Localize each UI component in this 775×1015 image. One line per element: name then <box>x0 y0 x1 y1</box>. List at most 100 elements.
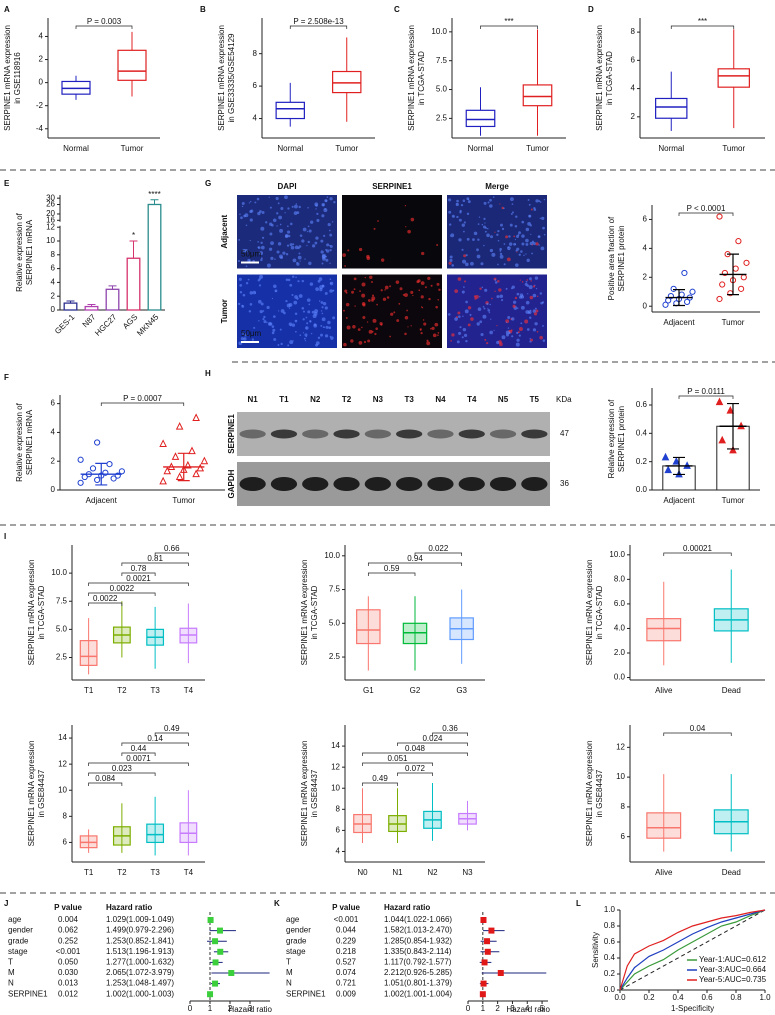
hazard-ratio: 2.065(1.072-3.979) <box>106 968 174 977</box>
legend-label: Year-5:AUC=0.735 <box>699 975 767 984</box>
micrograph-texture <box>237 302 241 306</box>
y-tick-label: 0 <box>643 301 648 310</box>
y-tick-label: 26 <box>46 200 55 209</box>
micrograph-texture <box>503 263 506 266</box>
micrograph-texture <box>332 316 336 320</box>
hazard-marker <box>497 970 504 976</box>
micrograph-texture <box>376 303 378 306</box>
panel-letter: G <box>205 179 211 188</box>
comparison-bracket <box>663 732 732 736</box>
hazard-ratio: 1.002(1.001-1.004) <box>384 989 452 998</box>
y-tick-label: 14 <box>58 733 67 742</box>
micrograph-texture <box>530 280 532 282</box>
p-value: 0.030 <box>58 968 79 977</box>
micrograph-texture <box>508 248 510 251</box>
micrograph-texture <box>514 296 518 300</box>
x-tick-label: 3 <box>510 1004 515 1013</box>
error-bar <box>129 240 138 259</box>
micrograph-texture <box>382 297 387 301</box>
micrograph-texture <box>289 324 292 327</box>
x-tick-label: 5 <box>540 1004 545 1013</box>
micrograph-texture <box>295 276 297 279</box>
micrograph-texture <box>374 332 377 336</box>
y-axis-label: SERPINE1 mRNA expression <box>595 25 604 131</box>
box <box>275 101 305 120</box>
micrograph-texture <box>518 327 523 331</box>
micrograph-texture <box>450 340 452 342</box>
micrograph-texture <box>531 252 533 255</box>
micrograph-texture <box>309 320 312 323</box>
row-name: gender <box>8 926 33 935</box>
point <box>678 291 685 298</box>
micrograph-texture <box>477 307 482 311</box>
comparison-label: 0.49 <box>164 724 180 733</box>
x-tick-label: T3 <box>150 868 160 877</box>
micrograph-texture <box>528 214 532 218</box>
micrograph-texture <box>420 331 423 335</box>
y-tick-label: 0.4 <box>636 428 648 437</box>
micrograph-texture <box>497 263 499 266</box>
micrograph-texture <box>535 199 539 203</box>
micrograph-texture <box>456 215 459 219</box>
comparison-label: P = 0.0111 <box>687 387 725 396</box>
micrograph-texture <box>290 222 293 226</box>
micrograph-texture <box>526 279 529 281</box>
micrograph-texture <box>268 247 273 251</box>
scale-bar-label: 50μm <box>241 250 262 259</box>
micrograph-texture <box>380 289 383 292</box>
point <box>715 397 724 406</box>
micrograph-texture <box>268 196 270 198</box>
point <box>163 466 172 475</box>
micrograph-texture <box>487 309 491 312</box>
micrograph-texture <box>472 238 475 242</box>
y-axis-label: in TCGA-STAD <box>417 51 426 105</box>
y-tick-label: 0.2 <box>636 457 648 466</box>
point <box>661 452 670 461</box>
y-tick-label: 6 <box>643 215 648 224</box>
micrograph-texture <box>361 282 366 287</box>
box <box>146 823 165 844</box>
y-tick-label: 0.4 <box>604 953 616 962</box>
point <box>159 476 167 485</box>
micrograph-texture <box>427 276 431 281</box>
micrograph-texture <box>534 322 538 326</box>
y-tick-label: 0 <box>39 78 44 87</box>
micrograph-texture <box>406 309 408 312</box>
micrograph-texture <box>483 307 486 310</box>
micrograph-texture <box>451 214 455 218</box>
micrograph-texture <box>489 330 494 335</box>
micrograph-texture <box>239 290 243 294</box>
row-name: T <box>8 958 13 967</box>
comparison-label: 0.072 <box>405 764 426 773</box>
micrograph-texture <box>420 281 425 285</box>
x-tick-label: MKN45 <box>135 312 161 338</box>
comparison-label: 0.0022 <box>93 594 118 603</box>
point <box>716 213 723 220</box>
point <box>681 269 688 277</box>
micrograph-texture <box>312 314 317 319</box>
micrograph-texture <box>532 328 537 332</box>
micrograph-texture <box>404 205 407 207</box>
micrograph-texture <box>430 328 432 330</box>
micrograph-texture <box>493 329 495 332</box>
micrograph-texture <box>530 233 532 235</box>
micrograph-texture <box>467 306 472 310</box>
x-tick-label: Tumor <box>722 144 745 153</box>
blot-band <box>489 477 517 491</box>
micrograph-texture <box>521 220 525 224</box>
row-name: gender <box>286 926 311 935</box>
micrograph-texture <box>279 223 282 226</box>
micrograph-texture <box>461 290 465 294</box>
micrograph-texture <box>244 213 249 218</box>
micrograph-texture <box>465 262 469 267</box>
comparison-label: 0.66 <box>164 544 180 553</box>
micrograph-texture <box>322 285 325 288</box>
micrograph-texture <box>293 211 298 215</box>
row-title: Tumor <box>220 299 229 323</box>
y-axis-label: SERPINE1 mRNA expression <box>3 25 12 131</box>
y-tick-label: 2.5 <box>56 653 68 662</box>
micrograph-texture <box>405 226 407 228</box>
micrograph-texture <box>480 262 484 266</box>
micrograph-texture <box>347 249 350 252</box>
micrograph-texture <box>449 235 451 237</box>
